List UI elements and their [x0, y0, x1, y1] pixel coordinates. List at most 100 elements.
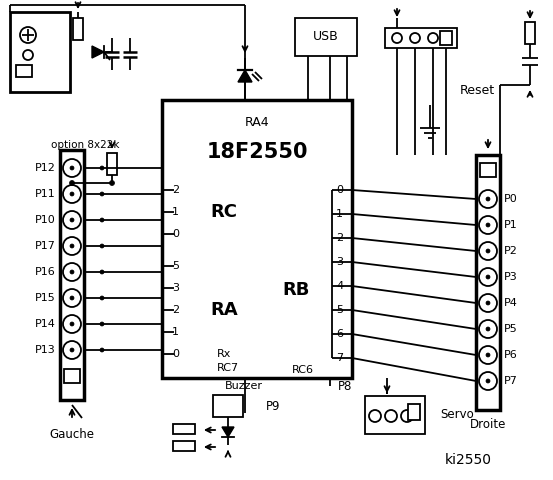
Text: RC: RC: [210, 203, 237, 221]
Bar: [10, 12, 70, 92]
Text: 2: 2: [172, 305, 179, 315]
Text: Servo: Servo: [440, 408, 474, 420]
Bar: [476, 155, 500, 410]
Text: RC6: RC6: [292, 365, 314, 375]
Circle shape: [20, 27, 36, 43]
Bar: [385, 28, 457, 48]
Text: P0: P0: [504, 194, 518, 204]
Circle shape: [70, 192, 74, 196]
Text: P1: P1: [504, 220, 518, 230]
Circle shape: [479, 216, 497, 234]
Text: 0: 0: [172, 349, 179, 359]
Circle shape: [70, 296, 74, 300]
Circle shape: [63, 341, 81, 359]
Circle shape: [100, 270, 104, 274]
Circle shape: [486, 249, 490, 253]
Text: RA4: RA4: [244, 116, 269, 129]
Text: option 8x22k: option 8x22k: [51, 140, 119, 150]
Text: RC7: RC7: [217, 363, 239, 373]
Text: P14: P14: [35, 319, 56, 329]
Polygon shape: [92, 46, 104, 58]
Circle shape: [70, 322, 74, 326]
Bar: [525, 22, 535, 44]
Bar: [173, 441, 195, 451]
Circle shape: [70, 166, 74, 170]
Circle shape: [392, 33, 402, 43]
Bar: [408, 404, 420, 420]
Text: Reset: Reset: [460, 84, 495, 96]
Bar: [60, 150, 84, 400]
Circle shape: [100, 166, 104, 170]
Bar: [295, 18, 357, 56]
Text: RA: RA: [210, 301, 238, 319]
Circle shape: [401, 410, 413, 422]
Text: P10: P10: [35, 215, 56, 225]
Circle shape: [100, 296, 104, 300]
Text: Droite: Droite: [470, 419, 506, 432]
Circle shape: [100, 244, 104, 248]
Circle shape: [100, 348, 104, 352]
Text: RB: RB: [282, 281, 309, 299]
Bar: [73, 18, 83, 40]
Text: Rx: Rx: [217, 349, 231, 359]
Circle shape: [486, 327, 490, 331]
Text: P11: P11: [35, 189, 56, 199]
Text: USB: USB: [313, 31, 339, 44]
Text: P6: P6: [504, 350, 518, 360]
Circle shape: [63, 315, 81, 333]
Bar: [64, 369, 80, 383]
Circle shape: [63, 211, 81, 229]
Circle shape: [385, 410, 397, 422]
Circle shape: [63, 237, 81, 255]
Text: 6: 6: [336, 329, 343, 339]
Text: 1: 1: [172, 327, 179, 337]
Circle shape: [410, 33, 420, 43]
Bar: [107, 153, 117, 175]
Text: P5: P5: [504, 324, 518, 334]
Circle shape: [63, 185, 81, 203]
Circle shape: [428, 33, 438, 43]
Circle shape: [70, 218, 74, 222]
Text: ki2550: ki2550: [445, 453, 492, 467]
Circle shape: [70, 270, 74, 274]
Bar: [16, 65, 32, 77]
Text: P16: P16: [35, 267, 56, 277]
Circle shape: [479, 346, 497, 364]
Circle shape: [369, 410, 381, 422]
Text: P12: P12: [35, 163, 56, 173]
Text: P13: P13: [35, 345, 56, 355]
Text: 1: 1: [336, 209, 343, 219]
Text: 1: 1: [172, 207, 179, 217]
Circle shape: [479, 372, 497, 390]
Text: P17: P17: [35, 241, 56, 251]
Circle shape: [70, 180, 75, 185]
Bar: [162, 100, 352, 378]
Text: 2: 2: [172, 185, 179, 195]
Bar: [213, 395, 243, 417]
Text: P7: P7: [504, 376, 518, 386]
Text: P9: P9: [266, 400, 280, 413]
Text: 0: 0: [336, 185, 343, 195]
Circle shape: [486, 197, 490, 201]
Polygon shape: [238, 70, 252, 82]
Circle shape: [486, 223, 490, 227]
Circle shape: [479, 320, 497, 338]
Text: P4: P4: [504, 298, 518, 308]
Circle shape: [70, 348, 74, 352]
Text: P2: P2: [504, 246, 518, 256]
Text: P3: P3: [504, 272, 518, 282]
Polygon shape: [222, 427, 234, 437]
Text: 3: 3: [172, 283, 179, 293]
Circle shape: [486, 353, 490, 357]
Text: Buzzer: Buzzer: [225, 381, 263, 391]
Circle shape: [486, 379, 490, 383]
Circle shape: [479, 268, 497, 286]
Circle shape: [479, 242, 497, 260]
Circle shape: [479, 294, 497, 312]
Bar: [480, 163, 496, 177]
Text: 7: 7: [336, 353, 343, 363]
Circle shape: [486, 301, 490, 305]
Text: P15: P15: [35, 293, 56, 303]
Circle shape: [23, 50, 33, 60]
Text: P8: P8: [338, 380, 352, 393]
